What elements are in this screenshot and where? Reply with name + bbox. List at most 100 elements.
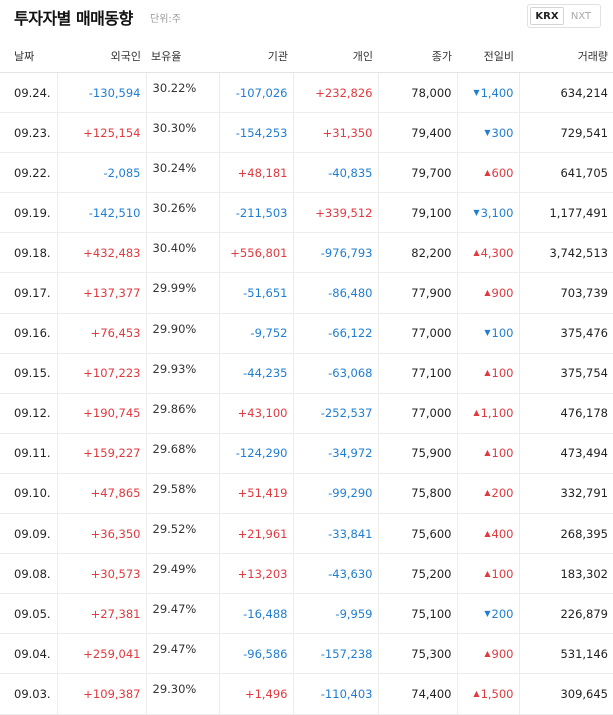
cell-institution: -9,752	[218, 313, 293, 354]
table-row: 09.09. +36,350 29.52% +21,961 -33,841 75,600 ▲…	[0, 513, 613, 555]
table-row: 09.19. -142,510 30.26% -211,503 +339,512 79,1…	[0, 192, 613, 234]
cell-foreign: +36,350	[56, 513, 146, 555]
change-value: 100	[491, 366, 514, 381]
cell-close: 82,200	[377, 232, 457, 274]
cell-date: 09.17.	[0, 272, 57, 314]
cell-individual: -34,972	[292, 433, 378, 474]
cell-volume: 473,494	[518, 433, 613, 474]
cell-volume: 531,146	[518, 633, 613, 675]
cell-holding-ratio: 30.40%	[145, 232, 219, 274]
cell-close: 75,600	[377, 513, 457, 555]
cell-institution: -211,503	[218, 192, 293, 234]
cell-holding-ratio: 29.47%	[145, 633, 219, 675]
cell-foreign: +259,041	[56, 633, 146, 675]
table-row: 09.04. +259,041 29.47% -96,586 -157,238 75,30…	[0, 633, 613, 675]
cell-individual: -9,959	[292, 593, 378, 635]
cell-institution: -124,290	[218, 433, 293, 474]
cell-foreign: +190,745	[56, 393, 146, 434]
cell-individual: +31,350	[292, 112, 378, 154]
triangle-up-icon: ▲	[473, 247, 480, 257]
triangle-up-icon: ▲	[484, 448, 491, 458]
table-row: 09.15. +107,223 29.93% -44,235 -63,068 77,100…	[0, 353, 613, 394]
column-header-change: 전일비	[457, 40, 519, 73]
triangle-up-icon: ▲	[484, 568, 491, 578]
cell-institution: +13,203	[218, 553, 293, 595]
market-option-nxt[interactable]: NXT	[570, 10, 592, 22]
cell-date: 09.09.	[0, 513, 57, 555]
cell-foreign: +27,381	[56, 593, 146, 635]
market-option-krx[interactable]: KRX	[530, 7, 564, 25]
table-row: 09.10. +47,865 29.58% +51,419 -99,290 75,800 ▲…	[0, 473, 613, 515]
cell-date: 09.04.	[0, 633, 57, 675]
cell-holding-ratio: 29.30%	[145, 673, 219, 715]
market-toggle: KRX NXT	[527, 4, 601, 28]
unit-label: 단위:주	[150, 14, 181, 25]
cell-close: 79,400	[377, 112, 457, 154]
cell-institution: +43,100	[218, 393, 293, 434]
cell-institution: -154,253	[218, 112, 293, 154]
cell-foreign: +30,573	[56, 553, 146, 595]
cell-institution: +51,419	[218, 473, 293, 515]
cell-date: 09.18.	[0, 232, 57, 274]
cell-volume: 332,791	[518, 473, 613, 515]
table-row: 09.11. +159,227 29.68% -124,290 -34,972 75,90…	[0, 433, 613, 474]
table-row: 09.23. +125,154 30.30% -154,253 +31,350 79,40…	[0, 112, 613, 154]
triangle-up-icon: ▲	[484, 648, 491, 658]
triangle-down-icon: ▼	[484, 608, 491, 618]
cell-institution: +556,801	[218, 232, 293, 274]
table-header-row: 날짜 외국인 보유율 기관 개인 종가 전일비 거래량	[0, 40, 613, 73]
change-value: 100	[491, 446, 514, 461]
cell-close: 74,400	[377, 673, 457, 715]
change-value: 3,100	[480, 205, 514, 220]
cell-volume: 3,742,513	[518, 232, 613, 274]
cell-holding-ratio: 29.93%	[145, 353, 219, 394]
cell-institution: +1,496	[218, 673, 293, 715]
table-row: 09.17. +137,377 29.99% -51,651 -86,480 77,900…	[0, 272, 613, 314]
cell-change: ▲100	[456, 433, 519, 474]
cell-close: 75,800	[377, 473, 457, 515]
cell-date: 09.22.	[0, 152, 57, 194]
cell-change: ▲600	[456, 152, 519, 194]
cell-holding-ratio: 29.90%	[145, 313, 219, 354]
column-header-institution: 기관	[219, 40, 293, 73]
cell-holding-ratio: 29.49%	[145, 553, 219, 595]
cell-individual: -40,835	[292, 152, 378, 194]
cell-volume: 375,754	[518, 353, 613, 394]
cell-change: ▲1,100	[456, 393, 519, 434]
cell-close: 79,700	[377, 152, 457, 194]
cell-date: 09.12.	[0, 393, 57, 434]
table-row: 09.22. -2,085 30.24% +48,181 -40,835 79,700 ▲6…	[0, 152, 613, 194]
cell-foreign: +47,865	[56, 473, 146, 515]
triangle-down-icon: ▼	[473, 87, 480, 97]
change-value: 1,500	[480, 686, 514, 701]
cell-holding-ratio: 29.47%	[145, 593, 219, 635]
cell-holding-ratio: 30.24%	[145, 152, 219, 194]
triangle-up-icon: ▲	[473, 408, 480, 418]
column-header-date: 날짜	[0, 40, 57, 73]
cell-holding-ratio: 29.52%	[145, 513, 219, 555]
cell-holding-ratio: 29.58%	[145, 473, 219, 515]
column-header-holding-ratio: 보유율	[146, 40, 219, 73]
table-row: 09.08. +30,573 29.49% +13,203 -43,630 75,200 ▲…	[0, 553, 613, 595]
cell-individual: -43,630	[292, 553, 378, 595]
section-header: 투자자별 매매동향 단위:주 KRX NXT	[0, 0, 613, 40]
cell-volume: 309,645	[518, 673, 613, 715]
cell-volume: 1,177,491	[518, 192, 613, 234]
cell-volume: 476,178	[518, 393, 613, 434]
cell-volume: 226,879	[518, 593, 613, 635]
cell-close: 75,900	[377, 433, 457, 474]
triangle-up-icon: ▲	[473, 688, 480, 698]
cell-date: 09.16.	[0, 313, 57, 354]
cell-change: ▲1,500	[456, 673, 519, 715]
investor-trading-table: 날짜 외국인 보유율 기관 개인 종가 전일비 거래량 09.24. -130,5…	[0, 40, 613, 715]
cell-date: 09.19.	[0, 192, 57, 234]
cell-change: ▼200	[456, 593, 519, 635]
cell-holding-ratio: 30.30%	[145, 112, 219, 154]
table-row: 09.16. +76,453 29.90% -9,752 -66,122 77,000 ▼1…	[0, 313, 613, 354]
cell-volume: 634,214	[518, 72, 613, 114]
cell-foreign: +76,453	[56, 313, 146, 354]
cell-institution: -51,651	[218, 272, 293, 314]
cell-individual: -157,238	[292, 633, 378, 675]
triangle-down-icon: ▼	[473, 207, 480, 217]
cell-change: ▲400	[456, 513, 519, 555]
